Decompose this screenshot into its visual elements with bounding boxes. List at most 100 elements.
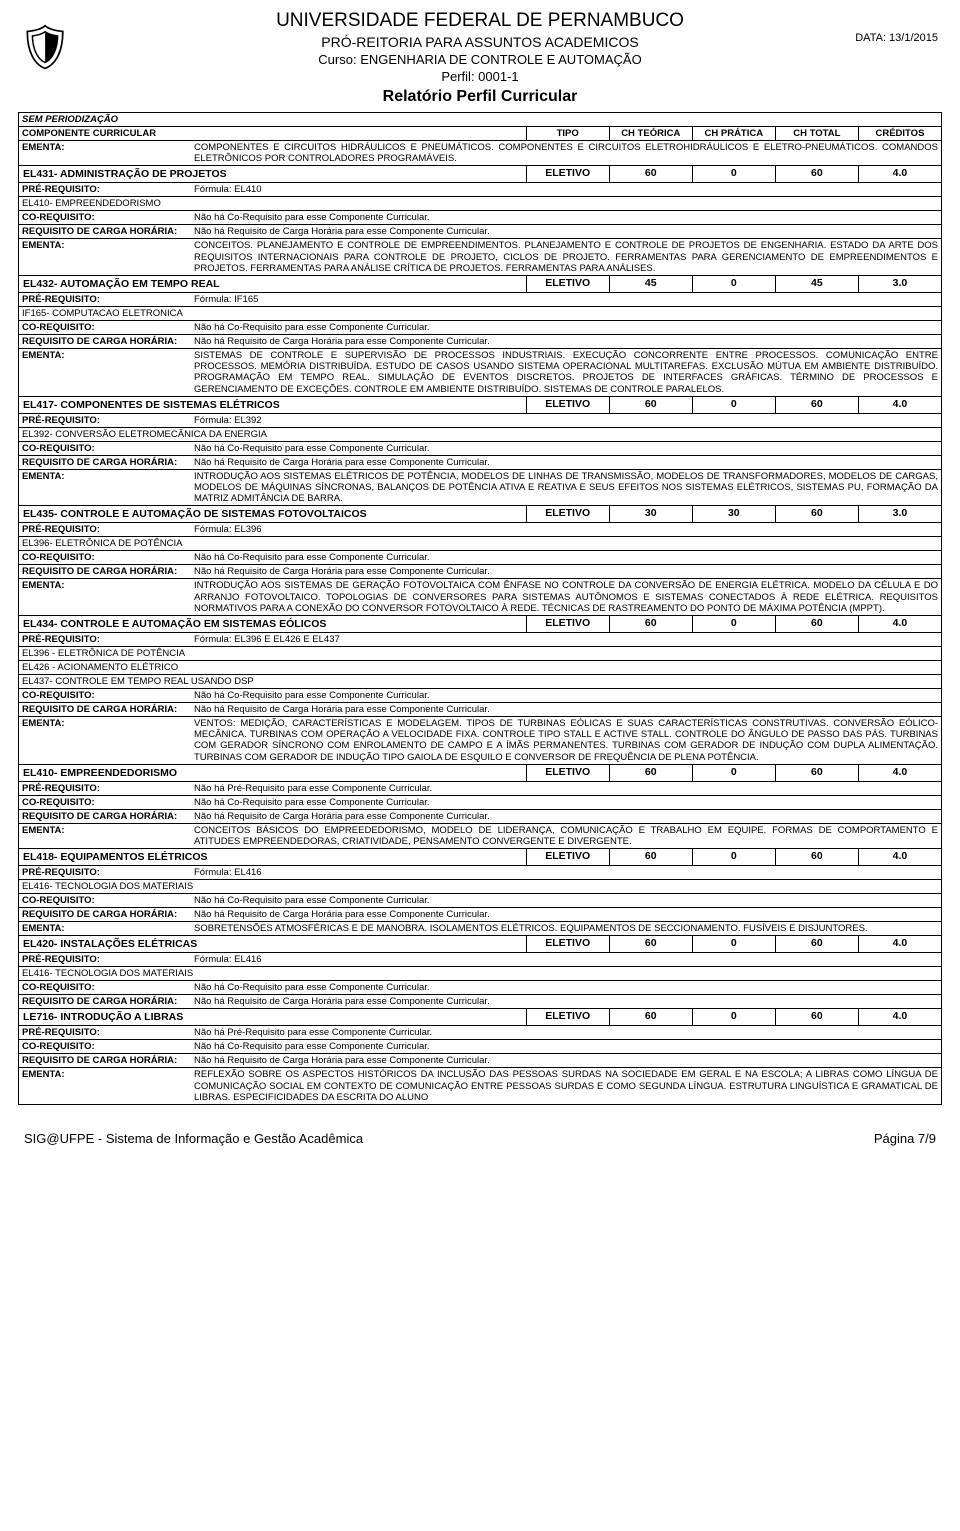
coreq-row: CO-REQUISITO: Não há Co-Requisito para es… <box>19 551 942 565</box>
course-name: Curso: ENGENHARIA DE CONTROLE E AUTOMAÇÃ… <box>18 52 942 67</box>
reqcarga-value: Não há Requisito de Carga Horária para e… <box>191 335 941 348</box>
ch-teorica: 45 <box>609 276 692 293</box>
ementa-row: EMENTA:SISTEMAS DE CONTROLE E SUPERVISÃO… <box>19 349 942 397</box>
ch-pratica: 0 <box>692 396 775 413</box>
prereq-sub-row: EL396 - ELETRÔNICA DE POTÊNCIA <box>19 647 942 661</box>
coreq-label: CO-REQUISITO: <box>22 322 95 333</box>
component-name: EL435- CONTROLE E AUTOMAÇÃO DE SISTEMAS … <box>19 506 527 523</box>
ch-total: 60 <box>775 396 858 413</box>
component-row: EL431- ADMINISTRAÇÃO DE PROJETOSELETIVO6… <box>19 166 942 183</box>
component-name: EL417- COMPONENTES DE SISTEMAS ELÉTRICOS <box>19 396 527 413</box>
prereq-sub-row: EL392- CONVERSÃO ELETROMECÂNICA DA ENERG… <box>19 427 942 441</box>
curriculum-table: SEM PERIODIZAÇÃO COMPONENTE CURRICULAR T… <box>18 112 942 1105</box>
footer-left: SIG@UFPE - Sistema de Informação e Gestã… <box>24 1131 363 1146</box>
coreq-label: CO-REQUISITO: <box>22 797 95 808</box>
ch-teorica: 30 <box>609 506 692 523</box>
ementa-label: EMENTA: <box>22 923 65 934</box>
footer-right: Página 7/9 <box>874 1131 936 1146</box>
ch-pratica: 0 <box>692 1009 775 1026</box>
prereq-sub: EL437- CONTROLE EM TEMPO REAL USANDO DSP <box>19 675 942 689</box>
ch-teorica: 60 <box>609 849 692 866</box>
coreq-label: CO-REQUISITO: <box>22 982 95 993</box>
prereq-value: Fórmula: EL410 <box>191 183 941 196</box>
reqcarga-value: Não há Requisito de Carga Horária para e… <box>191 1054 941 1067</box>
coreq-row: CO-REQUISITO: Não há Co-Requisito para es… <box>19 795 942 809</box>
intro-ementa-row: EMENTA: COMPONENTES E CIRCUITOS HIDRÁULI… <box>19 141 942 166</box>
col-componente: COMPONENTE CURRICULAR <box>19 127 527 141</box>
prereq-sub-row: EL437- CONTROLE EM TEMPO REAL USANDO DSP <box>19 675 942 689</box>
reqcarga-label: REQUISITO DE CARGA HORÁRIA: <box>22 704 177 715</box>
ch-total: 45 <box>775 276 858 293</box>
component-name: EL434- CONTROLE E AUTOMAÇÃO EM SISTEMAS … <box>19 616 527 633</box>
ch-total: 60 <box>775 764 858 781</box>
reqcarga-value: Não há Requisito de Carga Horária para e… <box>191 565 941 578</box>
reqcarga-value: Não há Requisito de Carga Horária para e… <box>191 703 941 716</box>
component-name: EL420- INSTALAÇÕES ELÉTRICAS <box>19 936 527 953</box>
reqcarga-row: REQUISITO DE CARGA HORÁRIA:Não há Requis… <box>19 908 942 922</box>
page-footer: SIG@UFPE - Sistema de Informação e Gestã… <box>18 1131 942 1146</box>
coreq-label: CO-REQUISITO: <box>22 552 95 563</box>
coreq-value: Não há Co-Requisito para esse Componente… <box>191 211 941 224</box>
component-name: EL431- ADMINISTRAÇÃO DE PROJETOS <box>19 166 527 183</box>
creditos: 4.0 <box>858 1009 941 1026</box>
coreq-label: CO-REQUISITO: <box>22 895 95 906</box>
ementa-row: EMENTA:INTRODUÇÃO AOS SISTEMAS ELÉTRICOS… <box>19 469 942 506</box>
ementa-label: EMENTA: <box>22 142 65 153</box>
university-name: UNIVERSIDADE FEDERAL DE PERNAMBUCO <box>18 10 942 32</box>
reqcarga-row: REQUISITO DE CARGA HORÁRIA:Não há Requis… <box>19 335 942 349</box>
ch-teorica: 60 <box>609 764 692 781</box>
tipo: ELETIVO <box>526 936 609 953</box>
creditos: 4.0 <box>858 396 941 413</box>
coreq-value: Não há Co-Requisito para esse Componente… <box>191 894 941 907</box>
coreq-value: Não há Co-Requisito para esse Componente… <box>191 551 941 564</box>
component-row: LE716- INTRODUÇÃO A LIBRASELETIVO600604.… <box>19 1009 942 1026</box>
coreq-row: CO-REQUISITO:Não há Co-Requisito para es… <box>19 981 942 995</box>
reqcarga-value: Não há Requisito de Carga Horária para e… <box>191 810 941 823</box>
ch-pratica: 0 <box>692 616 775 633</box>
tipo: ELETIVO <box>526 506 609 523</box>
ch-total: 60 <box>775 936 858 953</box>
ementa-label: EMENTA: <box>22 718 65 729</box>
ementa-text: REFLEXÃO SOBRE OS ASPECTOS HISTÓRICOS DA… <box>191 1068 941 1104</box>
reqcarga-label: REQUISITO DE CARGA HORÁRIA: <box>22 226 177 237</box>
reqcarga-row: REQUISITO DE CARGA HORÁRIA:Não há Requis… <box>19 455 942 469</box>
creditos: 4.0 <box>858 764 941 781</box>
coreq-label: CO-REQUISITO: <box>22 212 95 223</box>
ementa-label: EMENTA: <box>22 350 65 361</box>
prereq-sub: EL426 - ACIONAMENTO ELÉTRICO <box>19 661 942 675</box>
ementa-row: EMENTA:INTRODUÇÃO AOS SISTEMAS DE GERAÇÃ… <box>19 579 942 616</box>
ch-teorica: 60 <box>609 166 692 183</box>
coreq-row: CO-REQUISITO:Não há Co-Requisito para es… <box>19 1040 942 1054</box>
prereq-row: PRÉ-REQUISITO:Fórmula: EL392 <box>19 413 942 427</box>
prereq-sub: EL396 - ELETRÔNICA DE POTÊNCIA <box>19 647 942 661</box>
coreq-row: CO-REQUISITO: Não há Co-Requisito para es… <box>19 211 942 225</box>
coreq-value: Não há Co-Requisito para esse Componente… <box>191 796 941 809</box>
prereq-sub-row: EL416- TECNOLOGIA DOS MATERIAIS <box>19 880 942 894</box>
prereq-row: PRÉ-REQUISITO:Fórmula: EL410 <box>19 183 942 197</box>
ementa-text: CONCEITOS BÁSICOS DO EMPREEDEDORISMO, MO… <box>191 824 941 848</box>
reqcarga-label: REQUISITO DE CARGA HORÁRIA: <box>22 566 177 577</box>
prereq-label: PRÉ-REQUISITO: <box>22 1027 100 1038</box>
creditos: 4.0 <box>858 616 941 633</box>
prereq-value: Fórmula: EL396 <box>191 523 941 536</box>
reqcarga-label: REQUISITO DE CARGA HORÁRIA: <box>22 996 177 1007</box>
prereq-value: Fórmula: EL396 E EL426 E EL437 <box>191 633 941 646</box>
ch-pratica: 0 <box>692 764 775 781</box>
coreq-label: CO-REQUISITO: <box>22 1041 95 1052</box>
intro-ementa-text: COMPONENTES E CIRCUITOS HIDRÁULICOS E PN… <box>191 141 941 165</box>
coreq-label: CO-REQUISITO: <box>22 443 95 454</box>
prereq-row: PRÉ-REQUISITO:Não há Pré-Requisito para … <box>19 781 942 795</box>
component-row: EL432- AUTOMAÇÃO EM TEMPO REALELETIVO450… <box>19 276 942 293</box>
reqcarga-label: REQUISITO DE CARGA HORÁRIA: <box>22 811 177 822</box>
ch-total: 60 <box>775 506 858 523</box>
col-tipo: TIPO <box>526 127 609 141</box>
prereq-sub: EL410- EMPREENDEDORISMO <box>19 197 942 211</box>
report-title: Relatório Perfil Curricular <box>18 88 942 106</box>
coreq-label: CO-REQUISITO: <box>22 690 95 701</box>
ch-pratica: 0 <box>692 936 775 953</box>
prereq-sub: EL396- ELETRÔNICA DE POTÊNCIA <box>19 537 942 551</box>
component-name: EL410- EMPREENDEDORISMO <box>19 764 527 781</box>
prereq-row: PRÉ-REQUISITO:Fórmula: EL396 E EL426 E E… <box>19 633 942 647</box>
reqcarga-value: Não há Requisito de Carga Horária para e… <box>191 995 941 1008</box>
page-header: 🛡 DATA: 13/1/2015 UNIVERSIDADE FEDERAL D… <box>18 10 942 106</box>
